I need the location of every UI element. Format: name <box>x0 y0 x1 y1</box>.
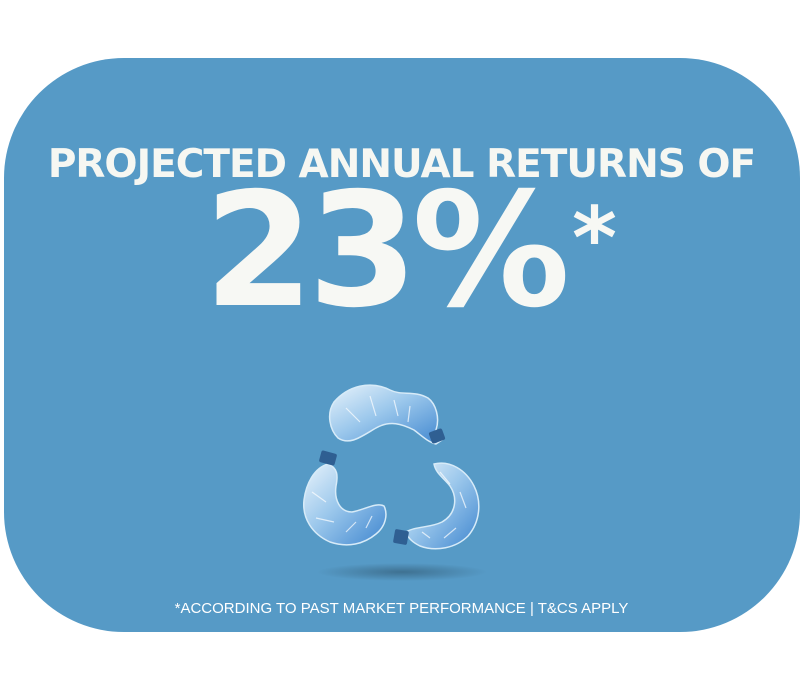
asterisk-mark: * <box>572 189 617 289</box>
disclaimer-footnote: *ACCORDING TO PAST MARKET PERFORMANCE | … <box>174 600 629 617</box>
recycle-bottles-icon <box>290 372 510 582</box>
returns-percentage: 23% <box>204 159 570 343</box>
headline: PROJECTED ANNUAL RETURNS OF <box>47 142 756 187</box>
